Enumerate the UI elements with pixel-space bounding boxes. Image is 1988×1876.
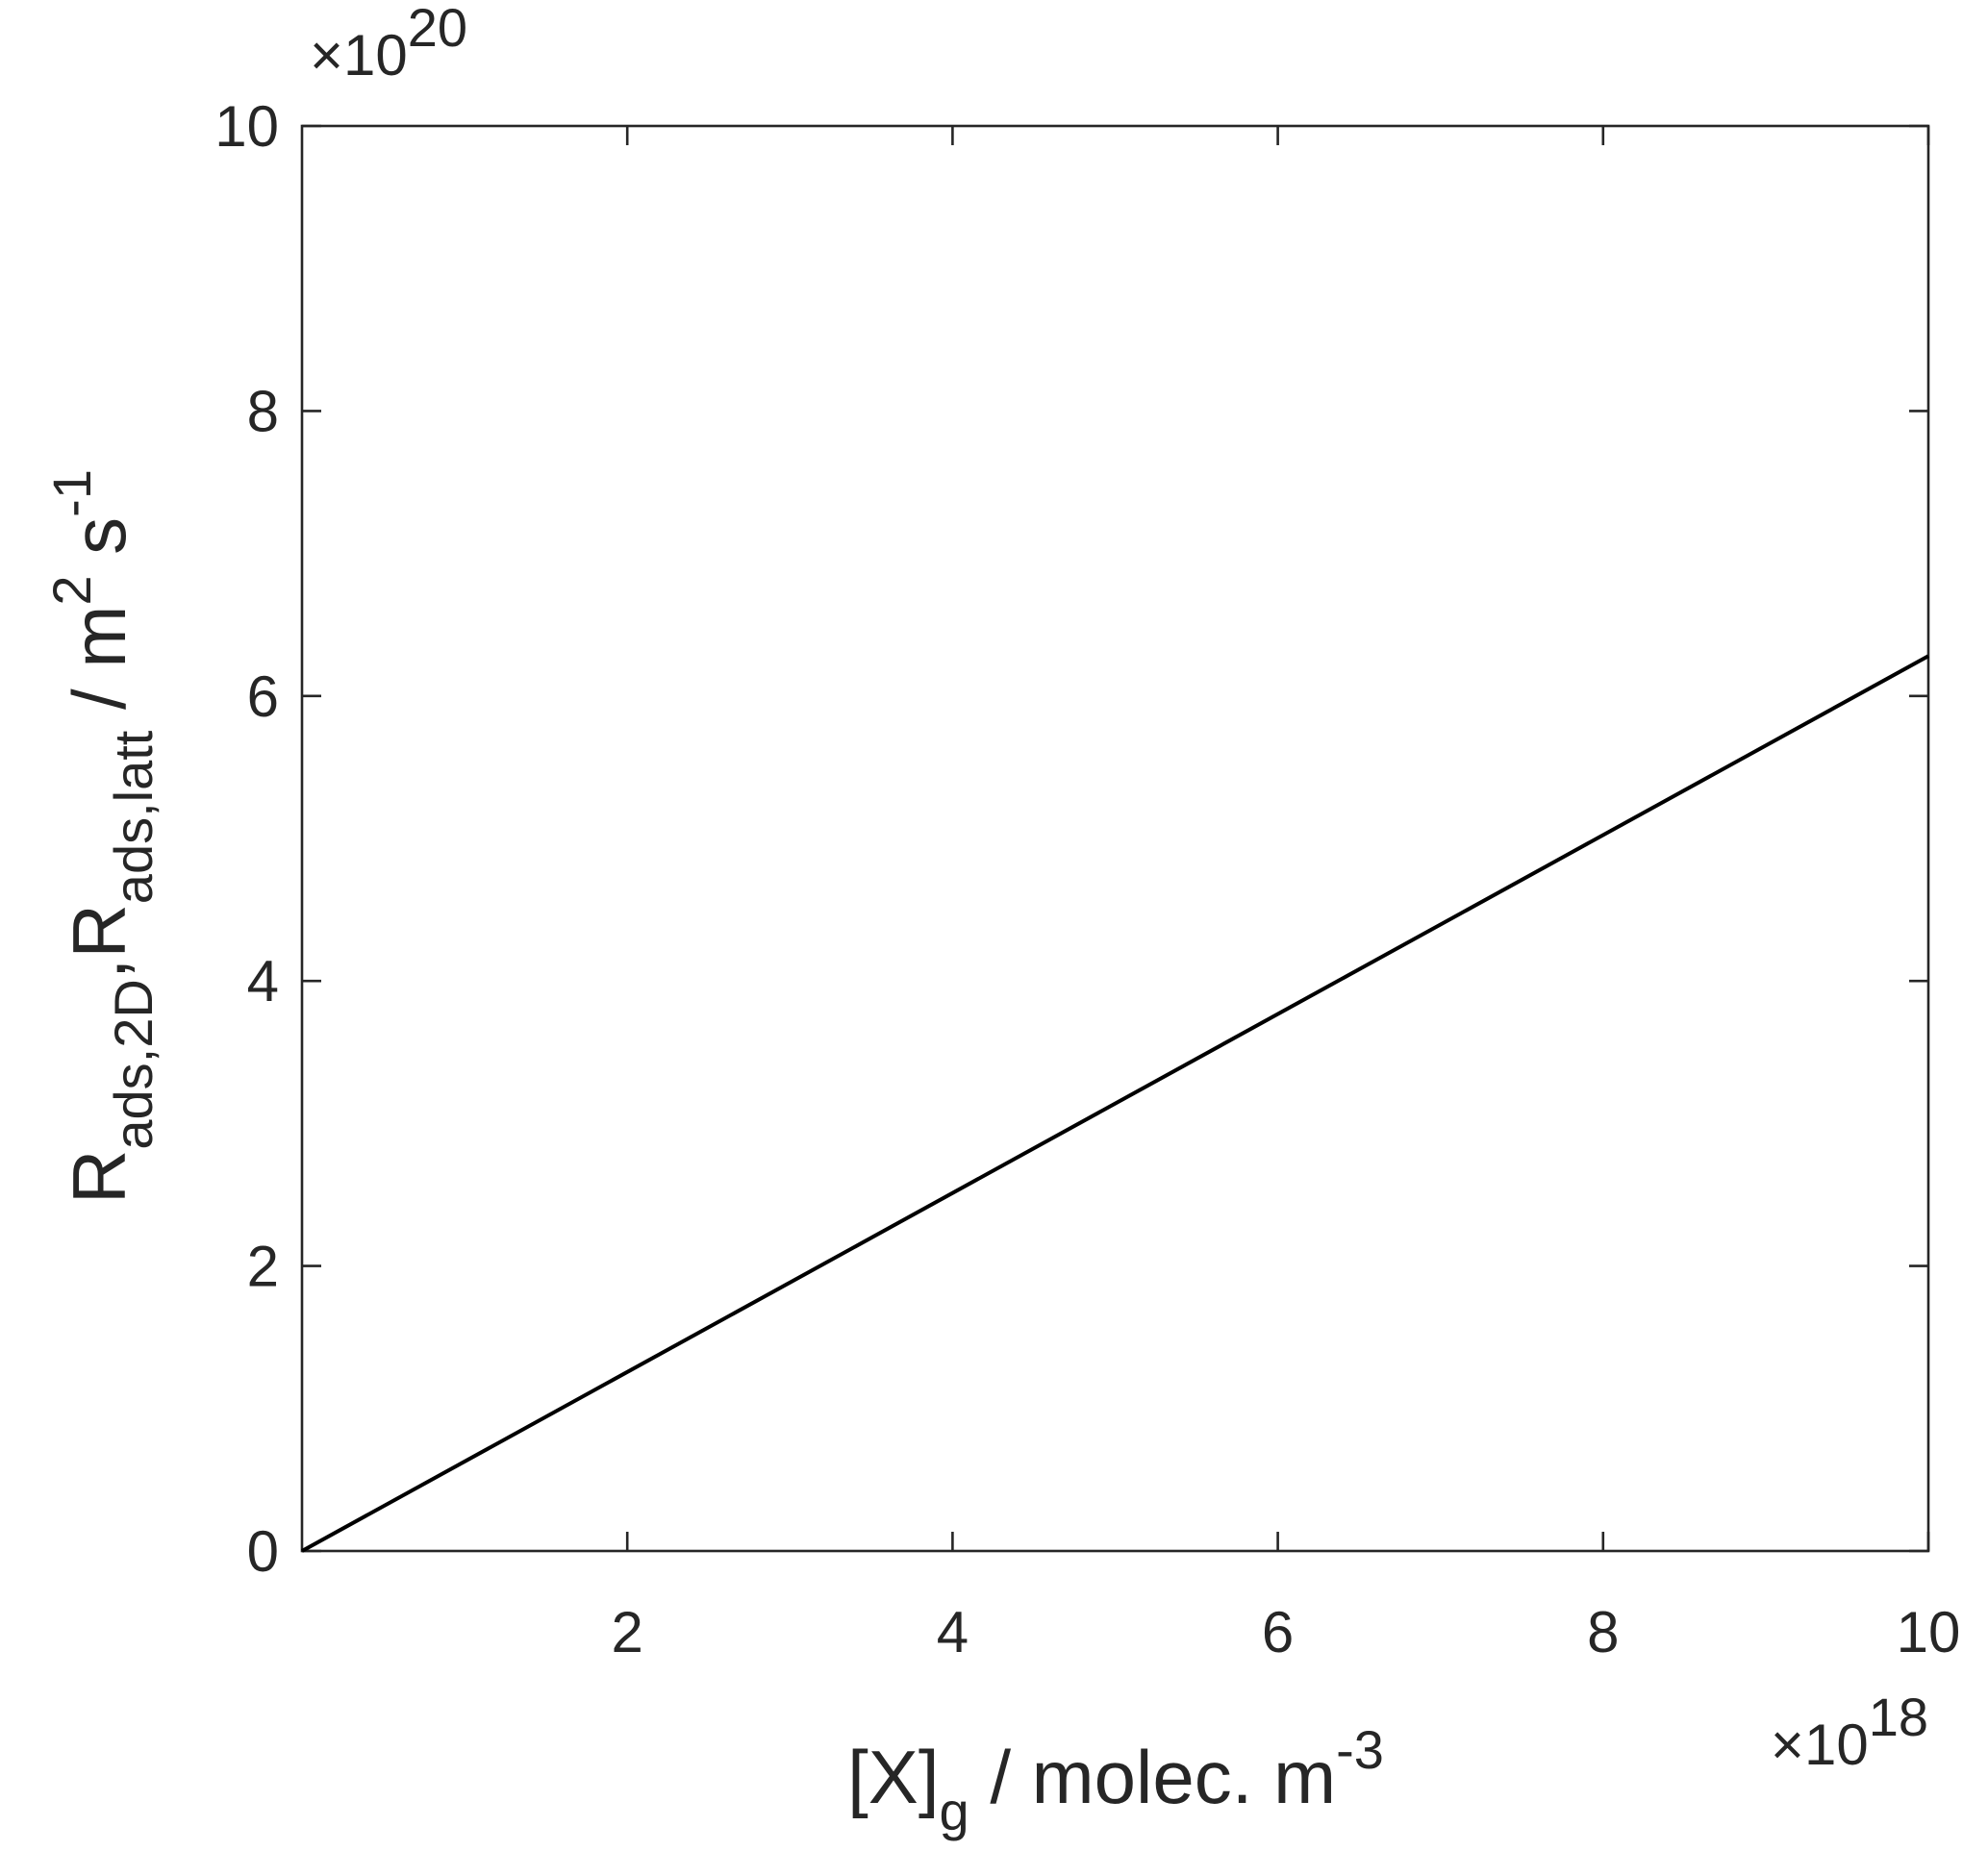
x-axis-label: [X]g / molec. m-3 (847, 1719, 1384, 1841)
x-multiplier-exponent: 18 (1869, 1687, 1928, 1747)
x-tick-label: 2 (612, 1600, 643, 1664)
x-tick-label: 8 (1587, 1600, 1619, 1664)
y-multiplier-exponent: 20 (408, 0, 467, 58)
y-tick-label: 0 (247, 1519, 279, 1584)
y-label-sub: ads,2D (103, 979, 164, 1149)
x-multiplier: ×1018 (1771, 1687, 1928, 1777)
y-tick-label: 4 (247, 949, 279, 1013)
x-label-sub: g (940, 1781, 969, 1841)
y-tick-label: 8 (247, 379, 279, 443)
y-label-sup: 2 (41, 575, 102, 605)
x-tick-label: 6 (1262, 1600, 1294, 1664)
plot-frame (300, 124, 1930, 1553)
x-tick-label: 4 (937, 1600, 969, 1664)
y-label-part: ,R (57, 904, 141, 979)
y-label-part: s (57, 517, 141, 576)
y-multiplier: ×1020 (310, 0, 467, 88)
y-tick-label: 2 (247, 1235, 279, 1299)
x-multiplier-base: ×10 (1771, 1713, 1869, 1777)
x-tick-label: 10 (1897, 1600, 1961, 1664)
y-axis-label: Rads,2D,Rads,latt / m2 s-1 (41, 469, 164, 1204)
y-label-sup: -1 (41, 469, 102, 517)
y-multiplier-base: ×10 (310, 23, 408, 88)
x-label-part: [X] (847, 1735, 939, 1819)
data-line (301, 654, 1929, 1553)
y-label-part: R (57, 1150, 141, 1204)
y-tick-label: 6 (247, 664, 279, 729)
y-tick-label: 10 (214, 94, 279, 159)
y-label-sub: ads,latt (103, 730, 164, 904)
x-label-part: / molec. m (969, 1735, 1336, 1819)
x-label-sup: -3 (1336, 1719, 1384, 1780)
y-label-part: / m (57, 606, 141, 731)
